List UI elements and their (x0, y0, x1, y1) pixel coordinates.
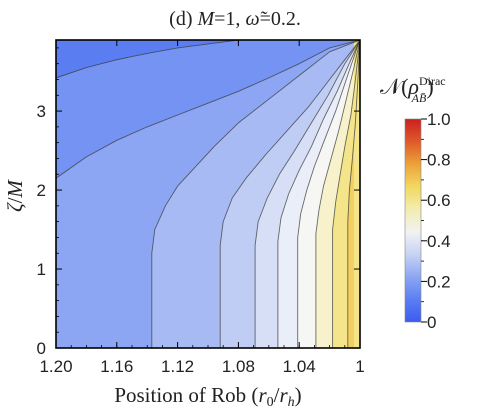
x-tick-label: 1.12 (161, 357, 194, 376)
y-tick-label: 3 (37, 102, 46, 121)
x-axis-label: Position of Rob (r0/rh) (114, 383, 301, 410)
x-tick-label: 1.16 (100, 357, 133, 376)
x-tick-label: 1 (355, 357, 364, 376)
y-tick-label: 2 (37, 181, 46, 200)
colorbar-tick-label: 0.4 (427, 232, 451, 251)
colorbar-tick-label: 0 (427, 313, 436, 332)
contour-line (219, 40, 360, 348)
colorbar-tick-label: 0.2 (427, 272, 451, 291)
colorbar-tick-label: 1.0 (427, 110, 451, 129)
y-axis-ticks: 0 1 2 3 (37, 47, 360, 358)
colorbar-label: 𝒩(ρDirac AB̄) (380, 74, 446, 105)
colorbar-tick-label: 0.8 (427, 151, 451, 170)
x-axis-ticks: 1.20 1.16 1.12 1.08 1.04 1 (39, 40, 365, 376)
y-tick-label: 1 (37, 260, 46, 279)
x-tick-label: 1.20 (39, 357, 72, 376)
chart-title: (d) M=1, ω̃=0.2. (169, 8, 301, 30)
y-axis-label: ζ/M (3, 179, 27, 212)
contour-line (347, 40, 360, 348)
contour-bands (56, 40, 360, 348)
y-tick-label: 0 (37, 339, 46, 358)
x-tick-label: 1.08 (222, 357, 255, 376)
contour-lines (56, 40, 360, 348)
contour-line (277, 40, 360, 348)
contour-line (297, 40, 360, 348)
contour-line (254, 40, 360, 348)
contour-line (332, 40, 360, 348)
x-tick-label: 1.04 (283, 357, 316, 376)
colorbar-ticks: 0 0.2 0.4 0.6 0.8 1.0 (421, 110, 451, 332)
plot-area (56, 40, 360, 348)
contour-line (151, 40, 360, 348)
colorbar-tick-label: 0.6 (427, 191, 451, 210)
contour-line (56, 40, 360, 179)
contour-line (315, 40, 360, 348)
colorbar (404, 118, 422, 323)
